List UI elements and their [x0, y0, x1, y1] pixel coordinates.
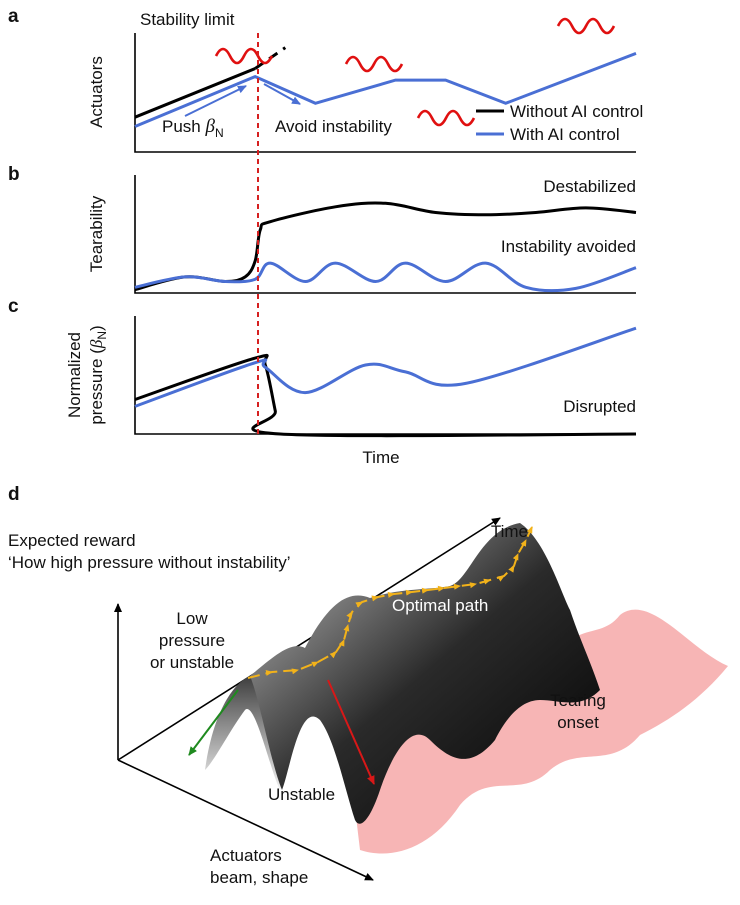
panel-c-axes — [134, 316, 636, 435]
panel-a: a Stability limit Actuators Push βN Avoi… — [8, 6, 643, 153]
panel-b-axes — [134, 175, 636, 294]
series-line-without-ai — [134, 353, 637, 438]
avoid-arrow — [263, 83, 301, 105]
panel-d-label: d — [8, 484, 20, 505]
actuators-axis — [117, 759, 374, 881]
oscillation-squiggle — [344, 55, 404, 73]
panel-a-ylabel: Actuators — [87, 56, 106, 128]
tearing-onset-label-line1: Tearing — [550, 691, 606, 710]
disrupted-label: Disrupted — [563, 397, 636, 416]
instability-avoided-label: Instability avoided — [501, 237, 636, 256]
time-axis-label: Time — [491, 522, 528, 541]
actuators-axis-label-line1: Actuators — [210, 846, 282, 865]
low-pressure-label-line3: or unstable — [150, 653, 234, 672]
series-line-with-ai — [134, 326, 637, 408]
destabilized-label: Destabilized — [543, 177, 636, 196]
low-pressure-arrow — [188, 689, 239, 756]
legend-label-without-ai: Without AI control — [510, 102, 643, 121]
push-arrow — [184, 85, 247, 117]
panel-c-ylabel-line1: Normalized — [65, 332, 84, 418]
panel-d: d Expected reward ‘How high pressure wit… — [8, 484, 728, 887]
stability-limit-label: Stability limit — [140, 10, 235, 29]
panel-b: b Tearability Destabilized Instability a… — [8, 164, 637, 294]
panel-d-title-line1: Expected reward — [8, 531, 136, 550]
optimal-path-label: Optimal path — [392, 596, 488, 615]
panel-c-ylabel-line2: pressure (βN) — [87, 325, 109, 424]
panel-c-label: c — [8, 296, 19, 317]
x-axis-label-time: Time — [362, 448, 399, 467]
panel-b-ylabel: Tearability — [87, 195, 106, 272]
actuators-axis-label-line2: beam, shape — [210, 868, 308, 887]
push-beta-label: Push βN — [162, 116, 224, 140]
optimal-path — [247, 526, 533, 679]
series-line-with-ai — [134, 51, 637, 128]
panel-b-label: b — [8, 164, 20, 185]
tearing-onset-label-line2: onset — [557, 713, 599, 732]
oscillation-squiggle — [556, 17, 616, 35]
tearing-region — [350, 609, 728, 854]
legend: Without AI control With AI control — [476, 102, 643, 144]
unstable-arrow — [327, 679, 375, 785]
low-pressure-label-line1: Low — [176, 609, 208, 628]
panel-a-label: a — [8, 6, 19, 27]
panel-d-title-line2: ‘How high pressure without instability’ — [8, 553, 291, 572]
oscillation-squiggle — [416, 109, 476, 127]
unstable-label: Unstable — [268, 785, 335, 804]
oscillation-squiggle — [214, 47, 274, 65]
low-pressure-label-line2: pressure — [159, 631, 225, 650]
series-line-without-ai — [134, 67, 256, 119]
legend-label-with-ai: With AI control — [510, 125, 620, 144]
panel-a-axes — [134, 33, 636, 153]
avoid-instability-label: Avoid instability — [275, 117, 392, 136]
panel-c: c Normalized pressure (βN) Disrupted Tim… — [8, 296, 637, 467]
series-line-with-ai — [134, 261, 637, 293]
